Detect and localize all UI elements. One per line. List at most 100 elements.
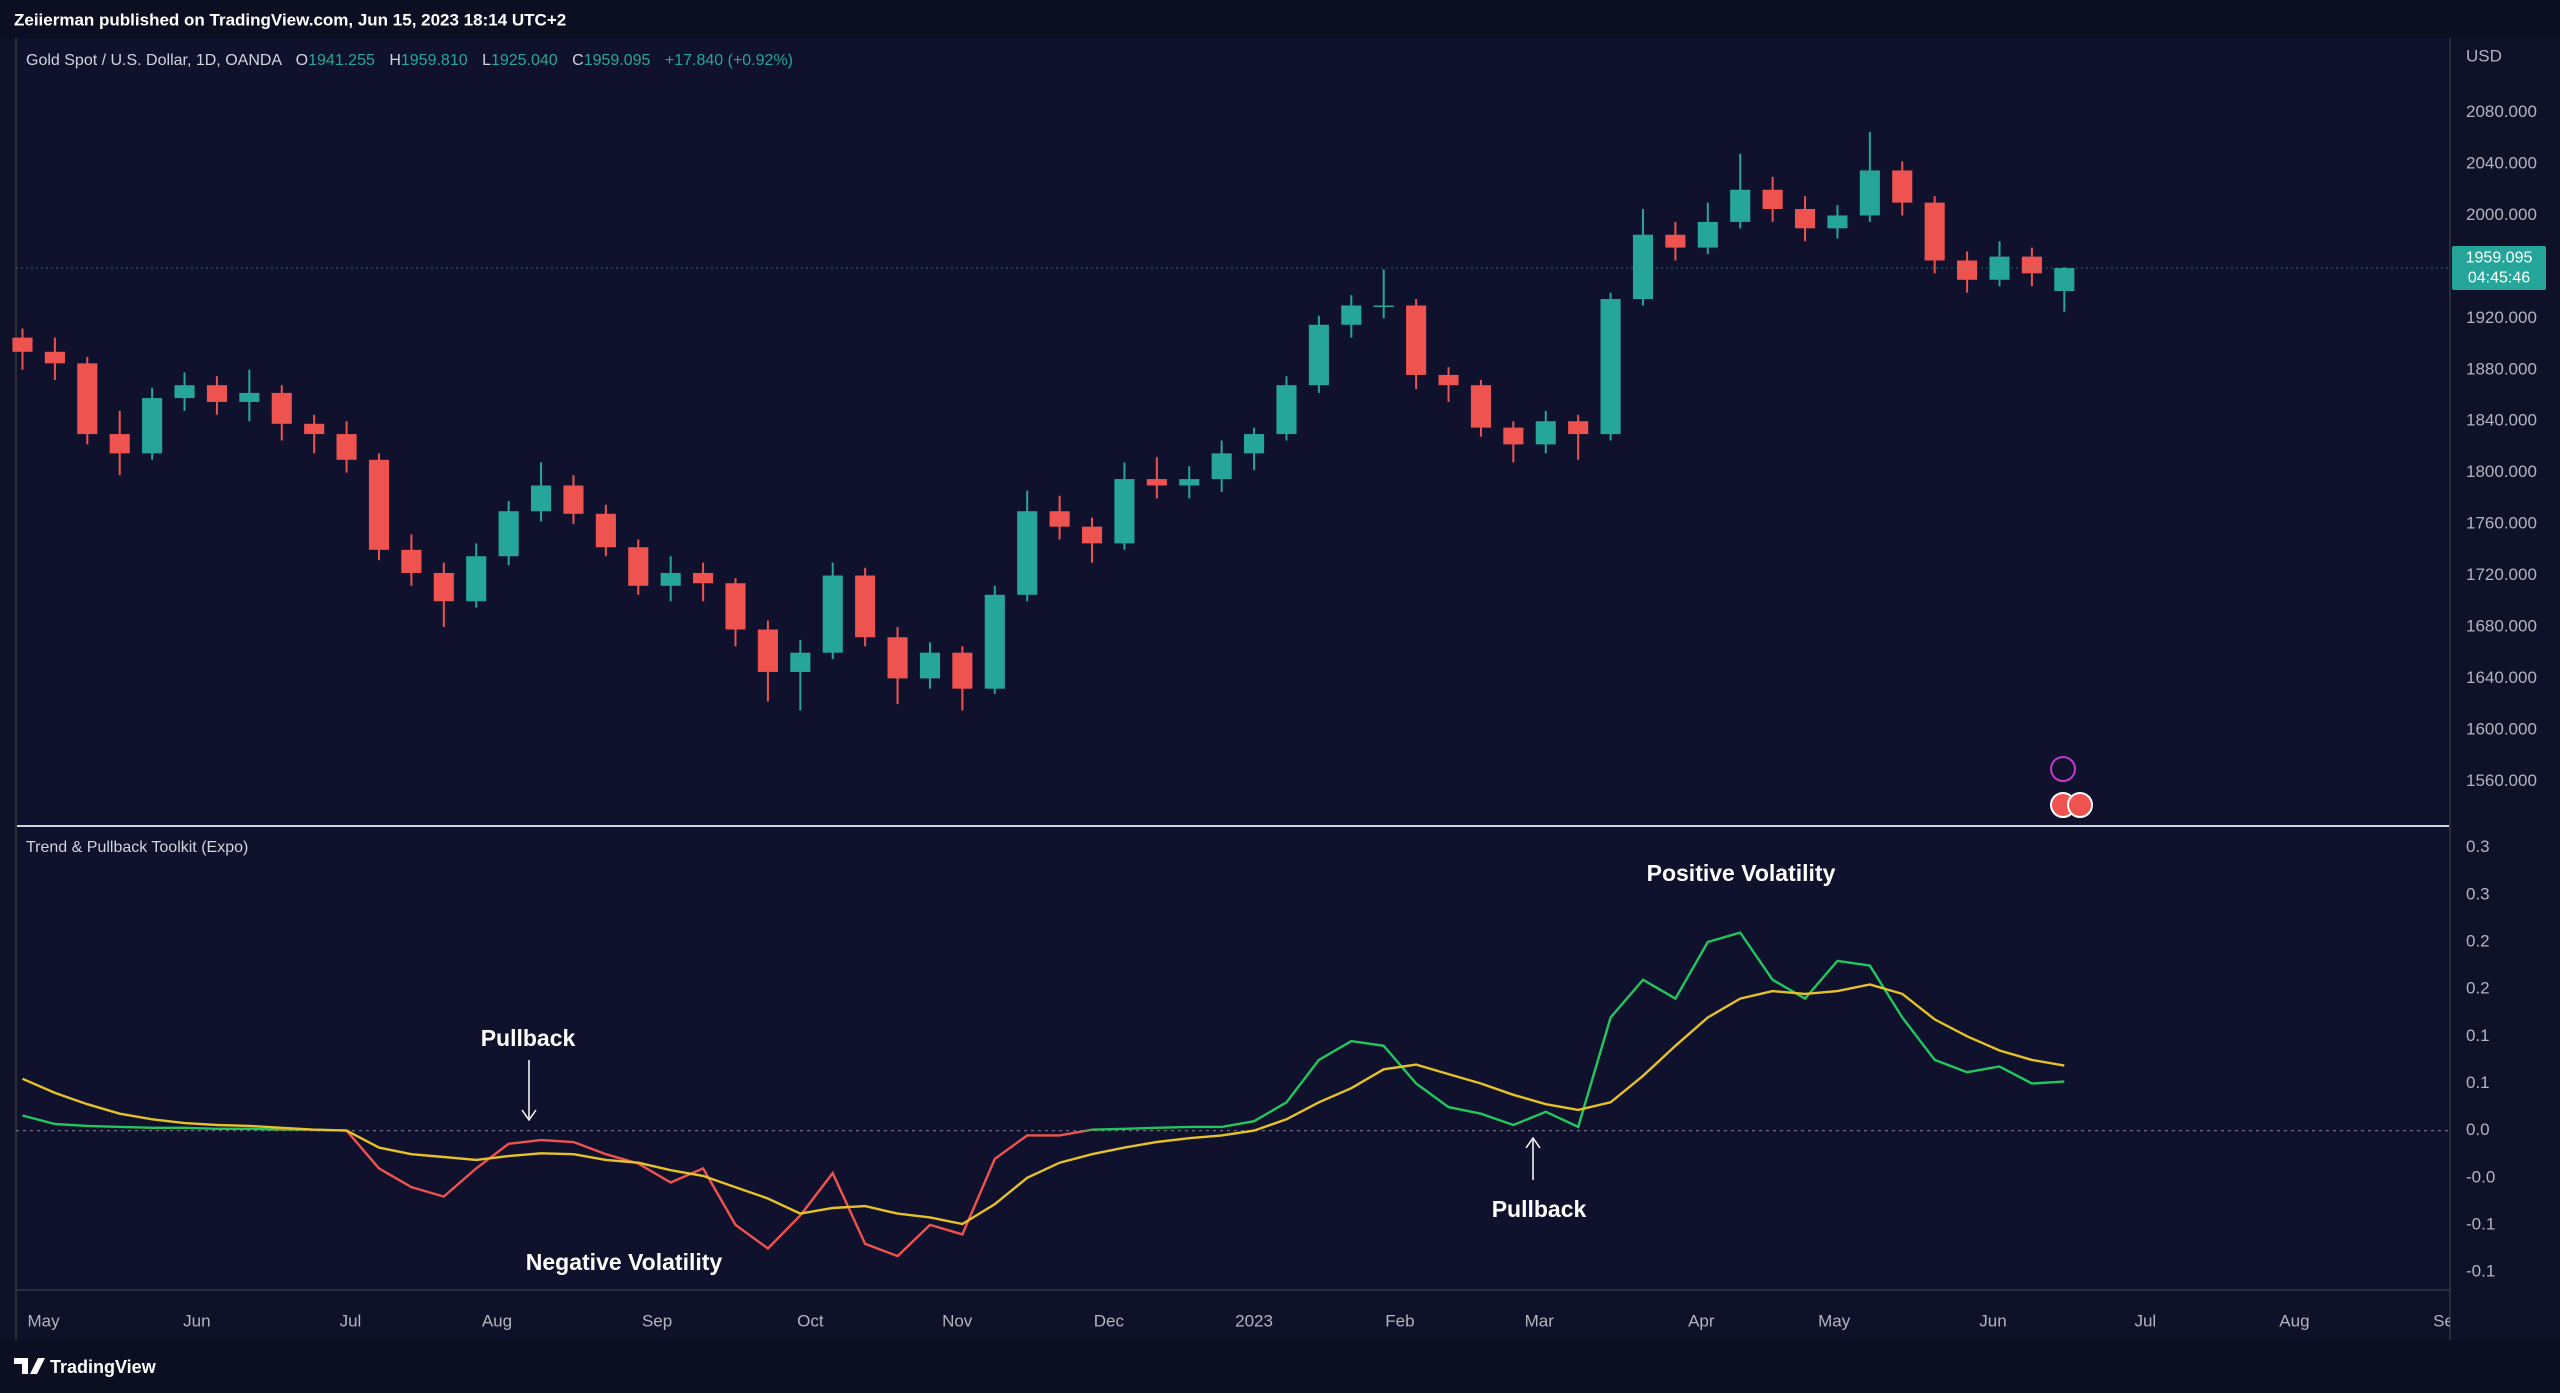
candle-body [530,485,552,512]
y-tick-label: -0.0 [2466,1167,2495,1186]
candle-body [1859,170,1880,216]
candle-body [401,549,422,573]
candle-body [1762,189,1783,210]
ohlc-key: H [389,52,401,69]
y-tick-label: 0.2 [2466,979,2490,998]
x-tick-label: Jun [1979,1311,2006,1330]
x-tick-label: Jun [183,1311,210,1330]
y-tick-label: 2040.000 [2466,154,2537,173]
x-tick-label: Se [2433,1311,2454,1330]
candle-body [1276,385,1297,435]
last-price-label: 1959.095 [2466,249,2533,266]
y-tick-label: 2000.000 [2466,205,2537,224]
y-tick-label: 0.2 [2466,932,2490,951]
candle-body [498,511,519,557]
y-tick-label: 1800.000 [2466,462,2537,481]
arrow-head [1525,1136,1541,1149]
candle-body [628,547,649,586]
candle-body [1179,479,1200,486]
candle-body [1730,189,1751,222]
ohlc-key: L [482,52,491,69]
candle-body [1081,526,1103,544]
candle-body [44,351,65,364]
y-tick-label: 1760.000 [2466,514,2537,533]
candle-body [1632,234,1654,300]
candle-body [919,652,941,679]
ohlc-value: 1941.255 [308,52,375,69]
candle-body [174,385,195,399]
indicator-title: Trend & Pullback Toolkit (Expo) [26,839,248,856]
event-icon[interactable] [2067,792,2093,818]
arrow-head [521,1109,537,1122]
candle-body [1341,305,1362,325]
ohlc-value: 1925.040 [491,52,558,69]
countdown: 04:45:46 [2468,269,2530,286]
volatility-line [272,1130,1102,1258]
y-tick-label: -0.1 [2466,1214,2495,1233]
y-tick-label: 1680.000 [2466,616,2537,635]
plot-area [16,38,2450,1290]
x-tick-label: Jul [340,1311,362,1330]
annotation: Pullback [1492,1196,1587,1222]
candle-body [1308,324,1329,386]
candle-body [1924,202,1945,261]
last-price-box [2452,246,2546,291]
candle-body [1211,453,1232,480]
volatility-line [22,931,2065,1131]
candle-body [109,434,130,454]
y-tick-label: 1840.000 [2466,411,2537,430]
y-tick-label: 0.0 [2466,1120,2490,1139]
candle-body [757,629,778,672]
x-tick-label: Oct [797,1311,824,1330]
signal-line [22,983,2065,1226]
x-tick-label: Dec [1094,1311,1125,1330]
candle-body [1989,256,2010,280]
candle-body [952,652,973,689]
candle-body [1794,209,1816,229]
candle-body [2054,268,2075,292]
logo [14,1358,45,1374]
x-tick-label: 2023 [1235,1311,1273,1330]
candle-body [790,652,811,672]
candle-body [660,572,681,586]
y-tick-label: 1880.000 [2466,359,2537,378]
symbol-legend: Gold Spot / U.S. Dollar, 1D, OANDA O1941… [26,52,793,69]
ohlc-value: 1959.095 [584,52,651,69]
event-icon[interactable] [2050,756,2076,782]
ohlc-value: 1959.810 [401,52,468,69]
ohlc-key: O [296,52,308,69]
candle-body [1017,511,1038,595]
candle-body [1697,221,1718,248]
candle-body [1827,215,1848,229]
top-bar [0,0,2560,38]
candle-body [239,392,260,402]
candle-body [206,385,227,402]
y-tick-label: 1640.000 [2466,668,2537,687]
candle-body [1892,170,1913,203]
candle-body [595,513,616,548]
candle-body [1438,374,1459,386]
x-tick-label: Aug [2279,1311,2309,1330]
annotation: Negative Volatility [526,1249,723,1275]
candle-body [725,583,746,630]
ohlc-key: C [572,52,584,69]
annotation: Positive Volatility [1647,860,1836,886]
x-axis: May Jun Jul Aug Sep Oct Nov Dec 2023 Feb Mar Apr May… [27,1311,2454,1330]
candle-body [693,572,714,584]
candle-body [1470,385,1491,428]
y-tick-label: 1920.000 [2466,308,2537,327]
footer-bar [0,1340,2560,1393]
candle-body [336,434,357,460]
x-tick-label: Sep [642,1311,672,1330]
candle-body [1373,305,1394,307]
candle-body [1114,479,1135,544]
publisher: Zeiierman published on TradingView.com, … [14,10,566,29]
candle-body [142,398,163,454]
candle-body [855,575,876,638]
candle-body [887,637,908,679]
x-tick-label: Mar [1525,1311,1555,1330]
candle-body [563,485,584,514]
candle-body [1049,511,1070,527]
y-tick-label: 0.3 [2466,884,2490,903]
symbol: Gold Spot / U.S. Dollar, 1D, OANDA [26,52,282,69]
